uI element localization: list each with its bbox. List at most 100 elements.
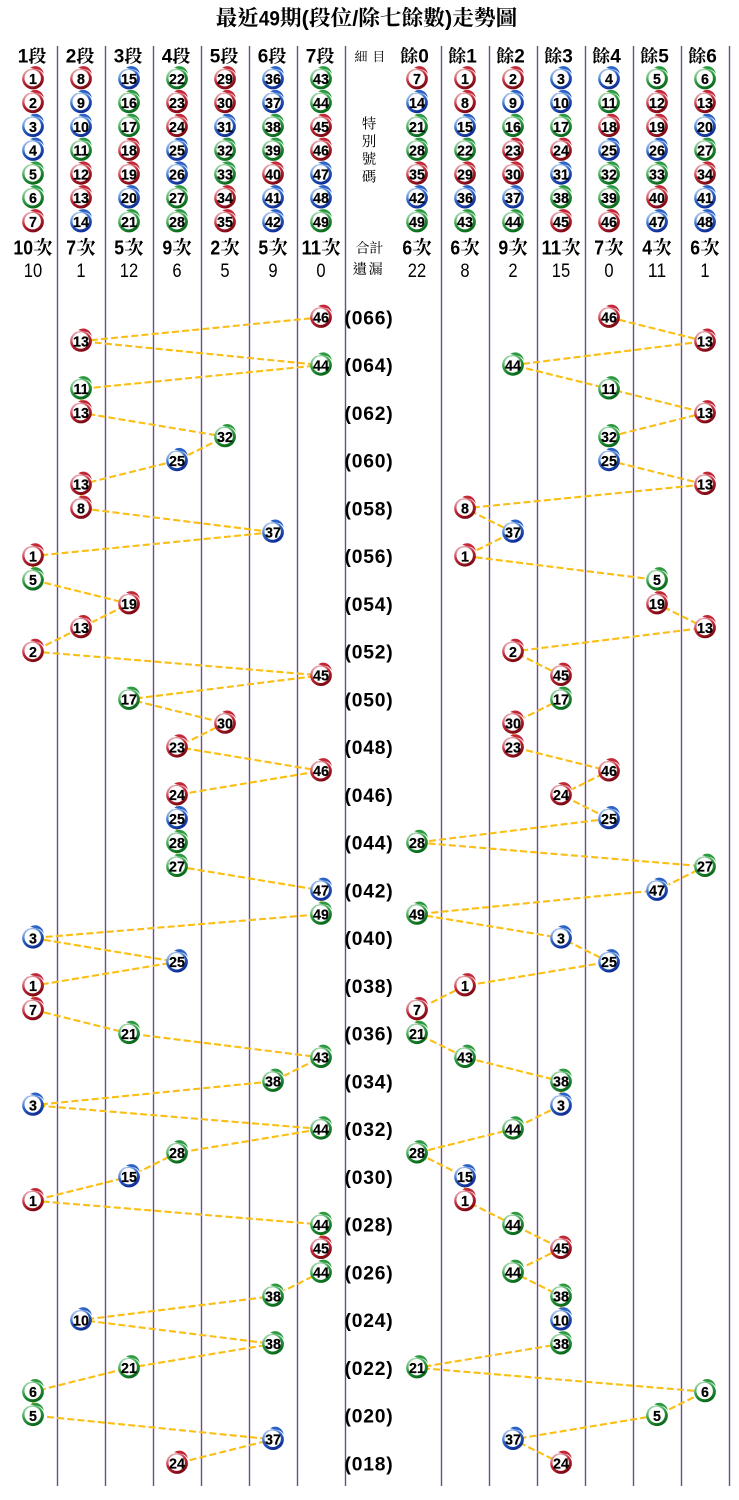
- svg-text:(028): (028): [344, 1216, 393, 1237]
- svg-text:10: 10: [73, 120, 89, 136]
- svg-text:25: 25: [169, 955, 185, 971]
- svg-text:(026): (026): [344, 1263, 393, 1284]
- svg-text:34: 34: [217, 191, 233, 207]
- svg-text:45: 45: [553, 1242, 569, 1258]
- svg-text:2: 2: [509, 72, 517, 88]
- svg-text:11: 11: [601, 96, 616, 112]
- svg-text:11: 11: [73, 144, 88, 160]
- svg-text:13: 13: [73, 406, 89, 422]
- svg-text:42: 42: [265, 215, 281, 231]
- svg-text:47: 47: [313, 884, 329, 900]
- svg-text:24: 24: [169, 1457, 185, 1473]
- svg-text:13: 13: [73, 191, 89, 207]
- svg-text:6: 6: [450, 237, 460, 259]
- svg-text:): ): [445, 5, 452, 30]
- svg-text:5: 5: [210, 46, 221, 67]
- svg-text:42: 42: [409, 191, 425, 207]
- svg-text:44: 44: [313, 1266, 329, 1282]
- svg-text:4: 4: [610, 46, 621, 67]
- svg-text:21: 21: [121, 215, 137, 231]
- svg-text:45: 45: [553, 669, 569, 685]
- svg-text:2: 2: [514, 46, 525, 67]
- svg-text:4: 4: [29, 144, 37, 160]
- svg-text:31: 31: [217, 120, 233, 136]
- svg-text:15: 15: [121, 72, 137, 88]
- svg-text:21: 21: [409, 120, 425, 136]
- svg-text:23: 23: [169, 740, 185, 756]
- svg-text:26: 26: [649, 144, 665, 160]
- svg-text:5: 5: [653, 72, 661, 88]
- svg-text:13: 13: [697, 335, 713, 351]
- svg-text:29: 29: [457, 167, 473, 183]
- svg-text:(060): (060): [344, 452, 393, 473]
- svg-text:24: 24: [169, 120, 185, 136]
- svg-text:(038): (038): [344, 977, 393, 998]
- svg-text:25: 25: [601, 955, 617, 971]
- svg-text:7: 7: [66, 237, 76, 259]
- svg-text:2: 2: [210, 237, 220, 259]
- svg-text:(042): (042): [344, 881, 393, 902]
- svg-text:19: 19: [649, 597, 665, 613]
- svg-text:25: 25: [601, 812, 617, 828]
- svg-text:12: 12: [120, 260, 138, 282]
- svg-text:46: 46: [601, 311, 617, 327]
- svg-text:3: 3: [29, 120, 37, 136]
- svg-text:32: 32: [601, 430, 617, 446]
- svg-text:27: 27: [697, 144, 713, 160]
- svg-text:3: 3: [29, 1099, 37, 1115]
- svg-text:38: 38: [553, 1337, 569, 1353]
- svg-text:13: 13: [73, 478, 89, 494]
- svg-text:6: 6: [701, 1385, 709, 1401]
- svg-text:44: 44: [505, 215, 521, 231]
- svg-text:8: 8: [77, 502, 85, 518]
- svg-text:43: 43: [313, 72, 329, 88]
- svg-text:28: 28: [169, 1146, 185, 1162]
- svg-text:45: 45: [313, 669, 329, 685]
- svg-text:(054): (054): [344, 595, 393, 616]
- svg-text:(050): (050): [344, 690, 393, 711]
- svg-text:38: 38: [265, 1290, 281, 1306]
- svg-text:1: 1: [29, 1194, 37, 1210]
- svg-text:16: 16: [121, 96, 137, 112]
- svg-text:8: 8: [460, 260, 469, 282]
- svg-text:8: 8: [77, 72, 85, 88]
- svg-text:23: 23: [169, 96, 185, 112]
- svg-text:11: 11: [648, 260, 666, 282]
- svg-text:(048): (048): [344, 738, 393, 759]
- svg-text:36: 36: [457, 191, 473, 207]
- svg-text:38: 38: [265, 1075, 281, 1091]
- svg-text:44: 44: [313, 1218, 329, 1234]
- svg-text:25: 25: [169, 144, 185, 160]
- svg-text:37: 37: [265, 526, 281, 542]
- svg-text:13: 13: [697, 478, 713, 494]
- svg-text:11: 11: [302, 237, 322, 259]
- svg-text:44: 44: [505, 1122, 521, 1138]
- svg-text:43: 43: [457, 215, 473, 231]
- svg-text:44: 44: [505, 1266, 521, 1282]
- svg-text:36: 36: [265, 72, 281, 88]
- svg-text:12: 12: [73, 167, 89, 183]
- svg-text:45: 45: [313, 120, 329, 136]
- svg-text:41: 41: [697, 191, 713, 207]
- svg-text:30: 30: [505, 167, 521, 183]
- svg-text:5: 5: [29, 167, 37, 183]
- svg-text:(034): (034): [344, 1072, 393, 1093]
- svg-text:43: 43: [313, 1051, 329, 1067]
- svg-text:25: 25: [169, 812, 185, 828]
- svg-text:28: 28: [169, 215, 185, 231]
- svg-text:15: 15: [457, 120, 473, 136]
- svg-text:27: 27: [169, 191, 185, 207]
- svg-text:12: 12: [649, 96, 665, 112]
- svg-text:6: 6: [29, 1385, 37, 1401]
- svg-text:18: 18: [601, 120, 617, 136]
- svg-text:19: 19: [121, 597, 137, 613]
- svg-text:10: 10: [24, 260, 43, 282]
- svg-text:47: 47: [649, 884, 665, 900]
- svg-text:14: 14: [409, 96, 425, 112]
- svg-text:49: 49: [259, 5, 280, 30]
- svg-text:7: 7: [413, 72, 421, 88]
- svg-text:37: 37: [505, 191, 521, 207]
- svg-text:(040): (040): [344, 929, 393, 950]
- svg-text:33: 33: [649, 167, 665, 183]
- svg-text:38: 38: [265, 1337, 281, 1353]
